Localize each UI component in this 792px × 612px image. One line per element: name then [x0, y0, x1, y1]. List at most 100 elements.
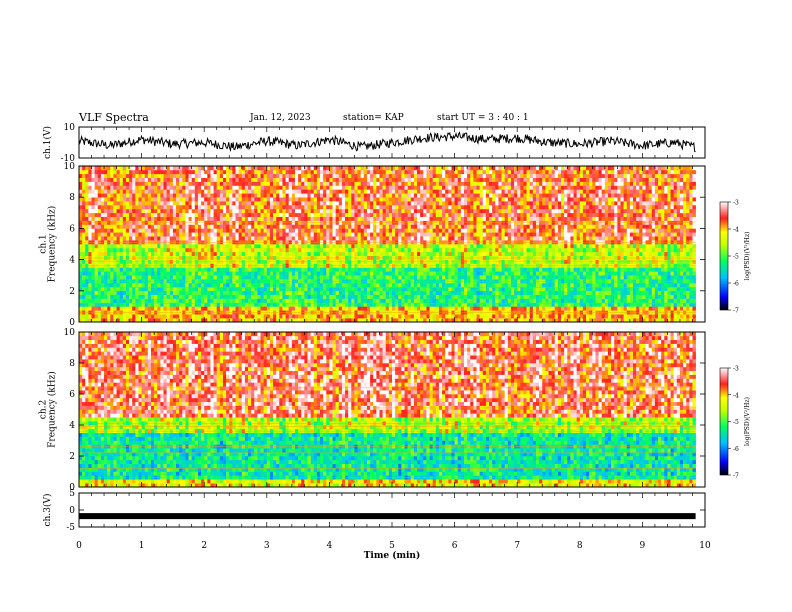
spectrogram-cell [354, 318, 358, 323]
spectrogram-cell [235, 212, 239, 217]
spectrogram-cell [395, 189, 399, 194]
spectrogram-cell [370, 212, 374, 217]
spectrogram-cell [442, 275, 446, 280]
spectrogram-cell [395, 181, 399, 186]
spectrogram-cell [257, 177, 261, 182]
spectrogram-cell [122, 290, 127, 295]
spectrogram-cell [348, 247, 352, 253]
spectrogram-cell [404, 318, 408, 323]
spectrogram-cell [248, 259, 252, 264]
spectrogram-cell [125, 286, 130, 292]
spectrogram-cell [201, 318, 205, 323]
spectrogram-cell [426, 236, 430, 241]
spectrogram-cell [301, 216, 305, 221]
spectrogram-cell [357, 247, 361, 253]
spectrogram-cell [360, 236, 365, 241]
spectrogram-cell [176, 173, 180, 178]
spectrogram-cell [426, 228, 430, 233]
spectrogram-cell [298, 251, 302, 256]
spectrogram-cell [341, 247, 346, 253]
spectrogram-cell [125, 247, 130, 253]
spectrogram-cell [213, 298, 218, 303]
spectrogram-cell [395, 232, 399, 237]
spectrogram-cell [454, 212, 459, 217]
spectrogram-cell [379, 306, 383, 311]
spectrogram-cell [163, 169, 167, 175]
spectrogram-cell [354, 201, 358, 206]
spectrogram-cell [291, 189, 296, 194]
spectrogram-cell [307, 283, 311, 288]
spectrogram-cell [398, 259, 402, 264]
spectrogram-cell [310, 173, 315, 178]
spectrogram-cell [395, 267, 399, 272]
spectrogram-cell [254, 216, 258, 221]
spectrogram-cell [219, 197, 224, 202]
spectrogram-cell [226, 290, 230, 295]
spectrogram-cell [338, 197, 343, 202]
spectrogram-cell [273, 197, 277, 202]
spectrogram-cell [298, 228, 302, 233]
spectrogram-cell [451, 208, 455, 214]
spectrogram-cell [244, 224, 249, 229]
spectrogram-cell [251, 173, 255, 178]
spectrogram-cell [320, 236, 324, 241]
spectrogram-cell [388, 306, 393, 311]
spectrogram-cell [94, 185, 99, 190]
spectrogram-cell [316, 267, 321, 272]
spectrogram-cell [410, 271, 415, 276]
spectrogram-cell [413, 259, 418, 264]
spectrogram-cell [238, 205, 243, 210]
spectrogram-cell [263, 267, 268, 272]
spectrogram-cell [244, 294, 249, 299]
spectrogram-cell [360, 275, 365, 280]
spectrogram-cell [82, 201, 86, 206]
spectrogram-cell [213, 185, 218, 190]
spectrogram-cell [263, 169, 268, 175]
spectrogram-cell [254, 185, 258, 190]
spectrogram-cell [132, 318, 136, 323]
spectrogram-cell [404, 314, 408, 319]
spectrogram-cell [423, 177, 427, 182]
spectrogram-cell [320, 232, 324, 237]
spectrogram-cell [213, 193, 218, 198]
spectrogram-cell [201, 236, 205, 241]
spectrogram-cell [348, 290, 352, 295]
spectrogram-cell [445, 201, 449, 206]
spectrogram-cell [182, 228, 186, 233]
spectrogram-cell [201, 290, 205, 295]
spectrogram-cell [147, 185, 152, 190]
spectrogram-cell [417, 236, 421, 241]
spectrogram-cell [119, 212, 124, 217]
spectrogram-cell [104, 302, 108, 307]
spectrogram-cell [232, 169, 236, 175]
spectrogram-cell [432, 259, 437, 264]
spectrogram-cell [257, 208, 261, 214]
spectrogram-cell [235, 290, 239, 295]
spectrogram-cell [191, 306, 196, 311]
spectrogram-cell [226, 302, 230, 307]
spectrogram-cell [163, 166, 167, 171]
spectrogram-cell [410, 166, 415, 171]
spectrogram-cell [132, 169, 136, 175]
spectrogram-cell [110, 271, 114, 276]
spectrogram-cell [332, 173, 336, 178]
spectrogram-cell [79, 173, 83, 178]
spectrogram-cell [417, 220, 421, 225]
spectrogram-cell [263, 177, 268, 182]
spectrogram-cell [388, 189, 393, 194]
spectrogram-cell [338, 318, 343, 323]
spectrogram-cell [269, 208, 274, 214]
spectrogram-cell [201, 271, 205, 276]
spectrogram-cell [338, 189, 343, 194]
spectrogram-cell [338, 208, 343, 214]
spectrogram-cell [407, 251, 412, 256]
spectrogram-cell [210, 224, 214, 229]
spectrogram-cell [442, 286, 446, 292]
spectrogram-cell [166, 177, 171, 182]
spectrogram-cell [410, 314, 415, 319]
spectrogram-cell [163, 197, 167, 202]
spectrogram-cell [345, 185, 349, 190]
spectrogram-cell [357, 216, 361, 221]
spectrogram-cell [82, 244, 86, 249]
spectrogram-cell [382, 275, 387, 280]
